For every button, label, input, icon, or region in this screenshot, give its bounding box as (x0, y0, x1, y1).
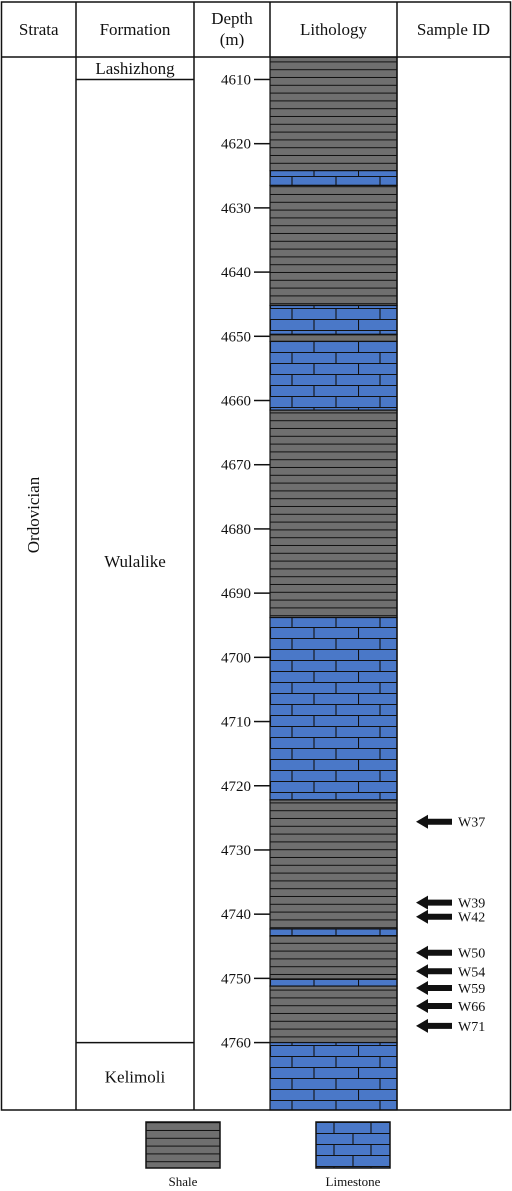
sample-arrow-w39 (416, 895, 452, 910)
sample-arrow-w37 (416, 814, 452, 829)
formation-label-kelimoli: Kelimoli (105, 1067, 166, 1086)
header-lithology: Lithology (300, 20, 368, 39)
header-formation: Formation (100, 20, 171, 39)
lithology-unit-shale (269, 184, 398, 307)
depth-tick-label: 4610 (221, 72, 251, 88)
legend: Shale Limestone (145, 1121, 391, 1189)
sample-label-w54: W54 (458, 965, 485, 980)
sample-arrow-w71 (416, 1018, 452, 1033)
depth-tick-label: 4640 (221, 265, 251, 281)
sample-label-w71: W71 (458, 1020, 485, 1035)
sample-label-w59: W59 (458, 982, 485, 997)
sample-arrow-w54 (416, 964, 452, 979)
sample-arrow-w59 (416, 981, 452, 996)
legend-label-shale: Shale (169, 1174, 198, 1189)
sample-label-w66: W66 (458, 1000, 485, 1015)
outer-border (0, 1, 512, 1111)
lithology-column (269, 56, 398, 1111)
header-sample-id: Sample ID (417, 20, 490, 39)
depth-tick-label: 4720 (221, 779, 251, 795)
sample-label-w39: W39 (458, 897, 485, 912)
formation-column: Lashizhong Wulalike Kelimoli (76, 59, 194, 1086)
lithology-unit-limestone (269, 616, 398, 801)
depth-tick-label: 4630 (221, 201, 251, 217)
sample-label-w50: W50 (458, 947, 485, 962)
table-frame (0, 1, 512, 1111)
lithology-unit-shale (269, 935, 398, 980)
lithology-unit-limestone (269, 978, 398, 987)
depth-tick-label: 4690 (221, 586, 251, 602)
depth-tick-label: 4670 (221, 458, 251, 474)
depth-tick-label: 4680 (221, 522, 251, 538)
depth-tick-label: 4750 (221, 971, 251, 987)
legend-swatch-shale (145, 1121, 221, 1169)
lithology-unit-shale (269, 333, 398, 343)
depth-tick-label: 4760 (221, 1036, 251, 1052)
depth-tick-label: 4730 (221, 843, 251, 859)
sample-label-w37: W37 (458, 816, 485, 831)
lithology-unit-shale (269, 409, 398, 619)
lithology-unit-limestone (269, 304, 398, 335)
lithology-unit-limestone (269, 340, 398, 411)
header-depth-unit: (m) (220, 30, 245, 49)
depth-tick-label: 4620 (221, 137, 251, 153)
lithology-unit-limestone (269, 1041, 398, 1111)
legend-swatch-limestone (315, 1121, 391, 1169)
depth-axis: 4610 4620 4630 4640 4650 4660 4670 4680 4690 4700… (221, 72, 270, 1052)
lithology-unit-limestone (269, 170, 398, 187)
formation-label-wulalike: Wulalike (104, 552, 166, 571)
depth-tick-label: 4700 (221, 650, 251, 666)
lithology-unit-limestone (269, 928, 398, 937)
sample-arrow-w42 (416, 909, 452, 924)
depth-tick-label: 4710 (221, 715, 251, 731)
depth-tick-label: 4660 (221, 394, 251, 410)
sample-arrow-w66 (416, 998, 452, 1013)
lithology-unit-shale (269, 56, 398, 172)
lithology-unit-shale (269, 799, 398, 930)
depth-tick-label: 4650 (221, 329, 251, 345)
sample-label-w42: W42 (458, 911, 485, 926)
legend-label-limestone: Limestone (326, 1174, 381, 1189)
sample-arrow-w50 (416, 945, 452, 960)
header-depth: Depth (211, 9, 253, 28)
formation-label-lashizhong: Lashizhong (95, 59, 175, 78)
column-headers: Strata Formation Depth (m) Lithology Sam… (19, 9, 490, 49)
lithology-unit-shale (269, 985, 398, 1044)
strata-label: Ordovician (24, 476, 43, 553)
header-strata: Strata (19, 20, 59, 39)
depth-tick-label: 4740 (221, 907, 251, 923)
